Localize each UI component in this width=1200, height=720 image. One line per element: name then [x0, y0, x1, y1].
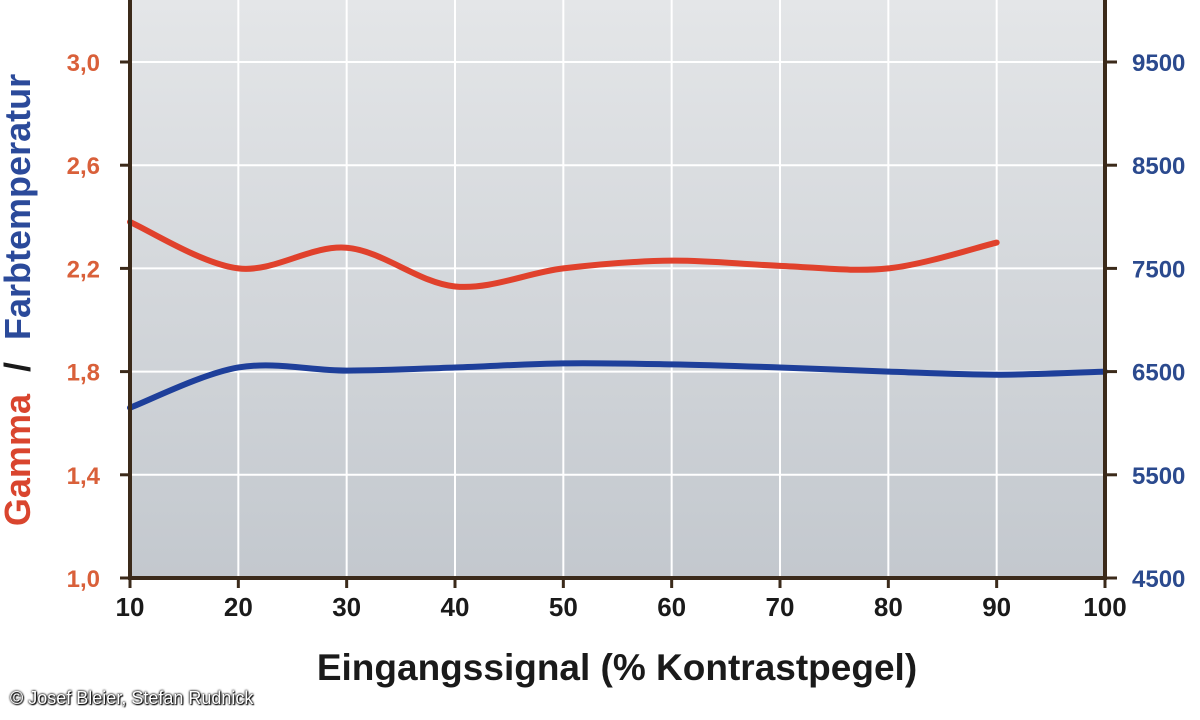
y-axis-label: Gamma / Farbtemperatur [0, 74, 38, 526]
x-axis-label: Eingangssignal (% Kontrastpegel) [317, 647, 917, 688]
x-tick-label: 10 [116, 592, 145, 622]
y-right-tick-label: 4500 [1132, 566, 1185, 593]
x-tick-label: 40 [441, 592, 470, 622]
y-left-tick-label: 1,8 [67, 360, 100, 387]
y-left-tick-label: 2,2 [67, 256, 100, 283]
x-tick-label: 30 [332, 592, 361, 622]
y-left-tick-label: 1,0 [67, 566, 100, 593]
x-tick-label: 100 [1083, 592, 1126, 622]
y-right-tick-label: 8500 [1132, 153, 1185, 180]
y-axis-label-separator: / [0, 362, 38, 372]
y-left-tick-label: 2,6 [67, 153, 100, 180]
y-axis-label-gamma: Gamma [0, 393, 38, 526]
y-left-tick-label: 1,4 [67, 463, 101, 490]
y-right-tick-label: 9500 [1132, 50, 1185, 77]
x-tick-label: 60 [657, 592, 686, 622]
series-lines [127, 218, 1108, 411]
farbtemperatur-series-line [127, 360, 1108, 411]
x-tick-label: 20 [224, 592, 253, 622]
y-right-tick-label: 7500 [1132, 256, 1185, 283]
tick-labels: 10 20 30 40 50 60 70 80 90 100 1,0 1,4 1,8 2,2 2,6 3,0 4… [67, 50, 1186, 622]
y-right-tick-label: 5500 [1132, 463, 1185, 490]
copyright-text: © Josef Bleier, Stefan Rudnick [10, 688, 254, 708]
x-tick-label: 80 [874, 592, 903, 622]
axes [120, 0, 1117, 588]
x-tick-label: 50 [549, 592, 578, 622]
y-right-tick-label: 6500 [1132, 360, 1185, 387]
gamma-series-line [127, 218, 1000, 290]
plot-area [130, 0, 1105, 578]
x-tick-label: 90 [982, 592, 1011, 622]
y-axis-label-farbtemperatur: Farbtemperatur [0, 74, 38, 340]
y-left-tick-label: 3,0 [67, 50, 100, 77]
x-tick-label: 70 [766, 592, 795, 622]
